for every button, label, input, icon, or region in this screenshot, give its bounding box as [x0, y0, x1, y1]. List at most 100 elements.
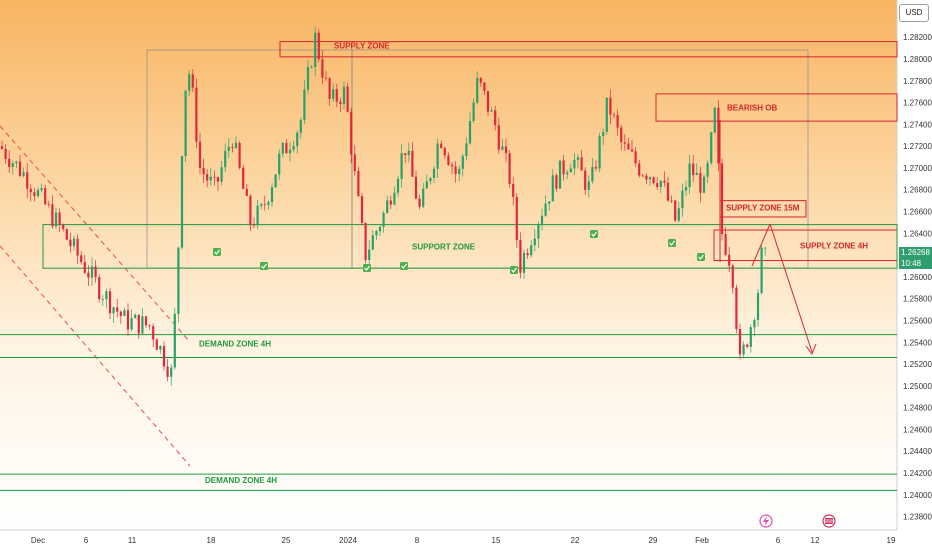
time-tick-label: 18 — [207, 536, 216, 545]
candle — [234, 136, 238, 150]
candle — [609, 89, 612, 125]
candle — [141, 308, 144, 335]
projection-arrow-head — [805, 343, 817, 356]
candle — [393, 186, 396, 206]
candle — [440, 140, 443, 149]
candle — [162, 341, 166, 371]
candle — [508, 150, 511, 188]
candle — [256, 199, 259, 230]
candle — [760, 245, 763, 295]
candle — [501, 138, 504, 151]
lightning-event-icon[interactable] — [759, 514, 773, 528]
candle — [105, 288, 108, 309]
candle — [29, 184, 32, 202]
price-tick-label: 1.24000 — [903, 491, 932, 500]
candle — [389, 195, 392, 210]
candle — [177, 246, 180, 323]
checks-layer — [213, 230, 705, 274]
candle — [80, 251, 83, 265]
last-price-tag: 1.26268 10:48 — [899, 247, 932, 269]
candle — [116, 298, 119, 318]
candle — [738, 323, 742, 360]
candle — [44, 184, 47, 206]
candle — [692, 154, 695, 183]
candle — [166, 359, 169, 382]
candle — [170, 364, 173, 387]
candle — [382, 210, 385, 233]
candle — [717, 99, 720, 172]
candle — [83, 254, 86, 275]
candle — [249, 194, 252, 232]
price-tick-label: 1.26400 — [903, 229, 932, 238]
candle — [411, 141, 414, 177]
candle — [652, 176, 655, 185]
candle — [195, 78, 198, 149]
candle — [72, 235, 76, 251]
price-tick-label: 1.24800 — [903, 404, 932, 413]
currency-selector[interactable]: USD — [899, 4, 929, 22]
time-tick-label: 22 — [571, 536, 580, 545]
time-tick-label: 12 — [811, 536, 820, 545]
price-axis-background — [897, 0, 932, 550]
price-tick-label: 1.24200 — [903, 469, 932, 478]
candle — [724, 226, 727, 257]
candle — [155, 337, 158, 350]
candle — [112, 306, 115, 323]
candle — [364, 222, 367, 264]
candle — [749, 324, 752, 353]
candle — [702, 174, 706, 194]
candle — [314, 26, 317, 77]
time-tick-label: Feb — [695, 536, 709, 545]
candle — [173, 307, 176, 371]
time-tick-label: 8 — [415, 536, 420, 545]
candle — [612, 112, 616, 119]
candle — [562, 154, 565, 181]
check-mark-icon — [363, 264, 371, 272]
zone-label: SUPPLY ZONE — [334, 42, 390, 51]
candle — [584, 167, 587, 195]
price-tick-label: 1.27000 — [903, 164, 932, 173]
candle — [684, 180, 688, 197]
candle — [551, 168, 554, 202]
price-tick-label: 1.23800 — [903, 513, 932, 522]
candle — [98, 274, 101, 303]
time-tick-label: 25 — [282, 536, 291, 545]
zone-label: SUPPLY ZONE 4H — [800, 241, 868, 250]
candle — [350, 108, 353, 164]
time-tick-label: 19 — [887, 536, 896, 545]
candle — [407, 142, 410, 163]
candle — [144, 315, 148, 328]
candle — [375, 229, 378, 241]
zone-label: BEARISH OB — [727, 103, 777, 112]
candle — [224, 143, 227, 173]
candle — [58, 208, 61, 233]
price-tick-label: 1.25800 — [903, 295, 932, 304]
check-mark-icon — [668, 239, 676, 247]
candle — [69, 232, 72, 253]
candle — [278, 149, 281, 180]
candle — [638, 159, 641, 178]
candle — [656, 177, 659, 191]
candle — [130, 309, 133, 332]
candle — [299, 117, 302, 139]
candle — [216, 176, 220, 192]
candle — [188, 70, 191, 96]
candle — [252, 217, 256, 229]
candle — [94, 260, 97, 283]
candle — [51, 195, 54, 229]
flag-event-icon[interactable] — [822, 514, 836, 528]
check-mark-icon — [213, 248, 221, 256]
price-tick-label: 1.27600 — [903, 99, 932, 108]
check-mark-icon — [697, 253, 705, 261]
candle — [666, 176, 670, 203]
check-mark-icon — [400, 262, 408, 270]
candle — [206, 169, 209, 188]
time-tick-label: Dec — [31, 536, 45, 545]
candle — [659, 180, 662, 193]
zone-label: DEMAND ZONE 4H — [205, 476, 277, 485]
candle — [11, 160, 14, 175]
candle — [627, 137, 630, 150]
candle — [728, 246, 731, 273]
price-tick-label: 1.27200 — [903, 142, 932, 151]
